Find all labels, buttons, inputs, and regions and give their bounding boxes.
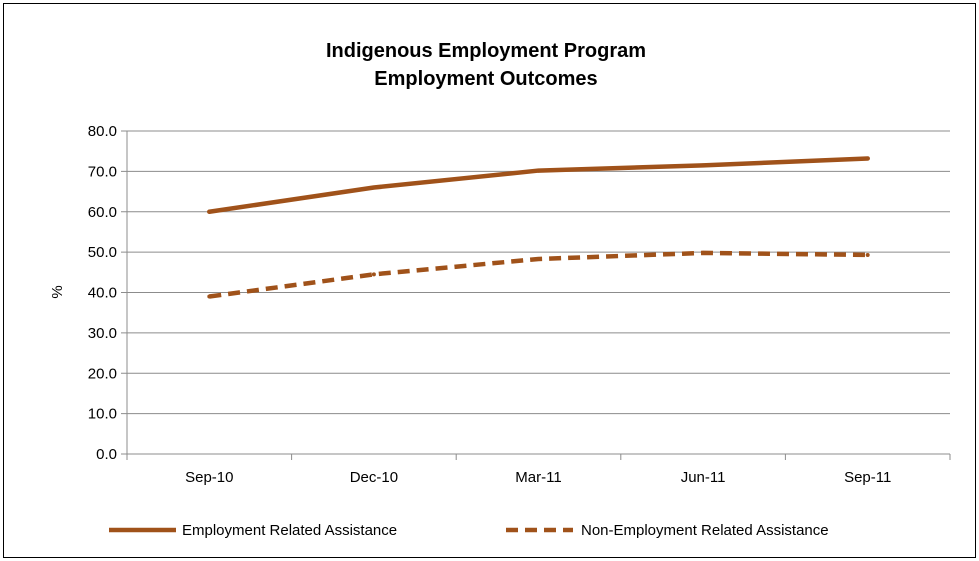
data-point [865, 252, 870, 257]
data-point [371, 272, 376, 277]
y-tick-label: 0.0 [96, 446, 117, 463]
line-chart: Indigenous Employment Program Employment… [49, 40, 951, 539]
y-tick-label: 80.0 [88, 123, 117, 140]
gridlines [127, 130, 950, 415]
x-tick-label: Jun-11 [681, 469, 726, 486]
legend-label-2: Non-Employment Related Assistance [581, 522, 829, 539]
chart-frame: Indigenous Employment Program Employment… [3, 3, 976, 558]
chart-subtitle: Employment Outcomes [374, 68, 597, 90]
legend-label-1: Employment Related Assistance [182, 522, 397, 539]
data-point [701, 163, 706, 168]
x-tick-label: Sep-11 [844, 469, 891, 486]
y-tick-label: 30.0 [88, 325, 117, 342]
y-tick-label: 40.0 [88, 285, 117, 302]
data-point [207, 209, 212, 214]
x-tick-label: Mar-11 [515, 469, 561, 486]
data-point [865, 156, 870, 161]
y-axis-label: % [49, 285, 66, 298]
y-tick-label: 10.0 [88, 406, 117, 423]
series-line-1 [207, 156, 870, 214]
y-tick-label: 50.0 [88, 244, 117, 261]
chart-title: Indigenous Employment Program [326, 40, 646, 62]
x-tick-label: Sep-10 [185, 469, 233, 486]
series-lines [207, 156, 870, 299]
y-tick-label: 20.0 [88, 365, 117, 382]
axes: 0.0 10.0 20.0 30.0 40.0 50.0 60.0 70.0 80.0 Sep-1… [88, 123, 951, 486]
legend: Employment Related Assistance Non-Employm… [109, 522, 829, 539]
y-tick-label: 70.0 [88, 163, 117, 180]
x-tick-label: Dec-10 [350, 469, 398, 486]
data-point [536, 256, 541, 261]
data-point [536, 168, 541, 173]
data-point [701, 250, 706, 255]
data-point [371, 185, 376, 190]
y-tick-label: 60.0 [88, 204, 117, 221]
data-point [207, 294, 212, 299]
